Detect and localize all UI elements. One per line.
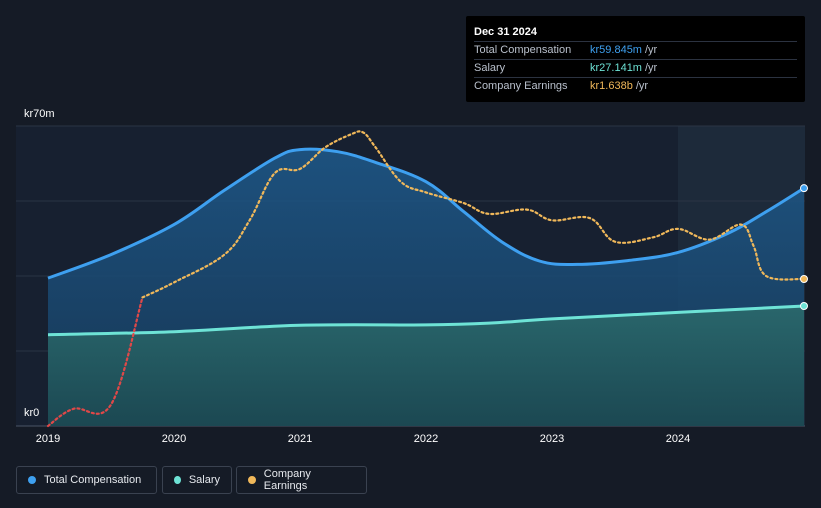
legend-label: Company Earnings	[263, 468, 311, 492]
x-tick-label: 2022	[414, 433, 438, 445]
company-earnings-endpoint	[800, 275, 808, 283]
tooltip-label: Total Compensation	[474, 44, 572, 56]
company-earnings-line-early	[46, 296, 144, 428]
x-tick-label: 2021	[288, 433, 312, 445]
tooltip-row-total: Total Compensation kr59.845m /yr	[474, 41, 797, 59]
legend-dot-icon	[248, 476, 256, 484]
legend-dot-icon	[28, 476, 36, 484]
legend-company-earnings[interactable]: Company Earnings	[236, 466, 367, 494]
legend-total-compensation[interactable]: Total Compensation	[16, 466, 157, 494]
total-compensation-endpoint	[800, 184, 808, 193]
tooltip-label: Company Earnings	[474, 80, 568, 92]
tooltip-unit: /yr	[644, 62, 658, 74]
x-tick-label: 2023	[540, 433, 564, 445]
x-tick-label: 2020	[162, 433, 186, 445]
tooltip-value: kr1.638b	[590, 80, 633, 92]
tooltip-label: Salary	[474, 62, 506, 74]
x-tick-label: 2024	[666, 433, 690, 445]
tooltip-row-earnings: Company Earnings kr1.638b /yr	[474, 77, 797, 95]
x-tick-label: 2019	[36, 433, 60, 445]
salary-area	[48, 306, 804, 426]
total-compensation-line	[47, 147, 805, 280]
tooltip: Dec 31 2024 Total Compensation kr59.845m…	[466, 16, 805, 102]
salary-line	[47, 304, 805, 337]
salary-endpoint	[800, 302, 808, 310]
y-axis-bottom-label: kr0	[24, 407, 40, 419]
legend-label: Total Compensation	[44, 474, 142, 486]
legend-salary[interactable]: Salary	[162, 466, 232, 494]
tooltip-date: Dec 31 2024	[474, 26, 537, 38]
tooltip-unit: /yr	[635, 80, 649, 92]
legend-dot-icon	[174, 476, 181, 484]
legend-label: Salary	[188, 474, 220, 486]
tooltip-row-salary: Salary kr27.141m /yr	[474, 59, 797, 77]
tooltip-unit: /yr	[644, 44, 658, 56]
tooltip-value: kr27.141m	[590, 62, 642, 74]
tooltip-value: kr59.845m	[590, 44, 642, 56]
y-axis-top-label: kr70m	[24, 108, 55, 120]
company-earnings-line	[141, 130, 806, 299]
